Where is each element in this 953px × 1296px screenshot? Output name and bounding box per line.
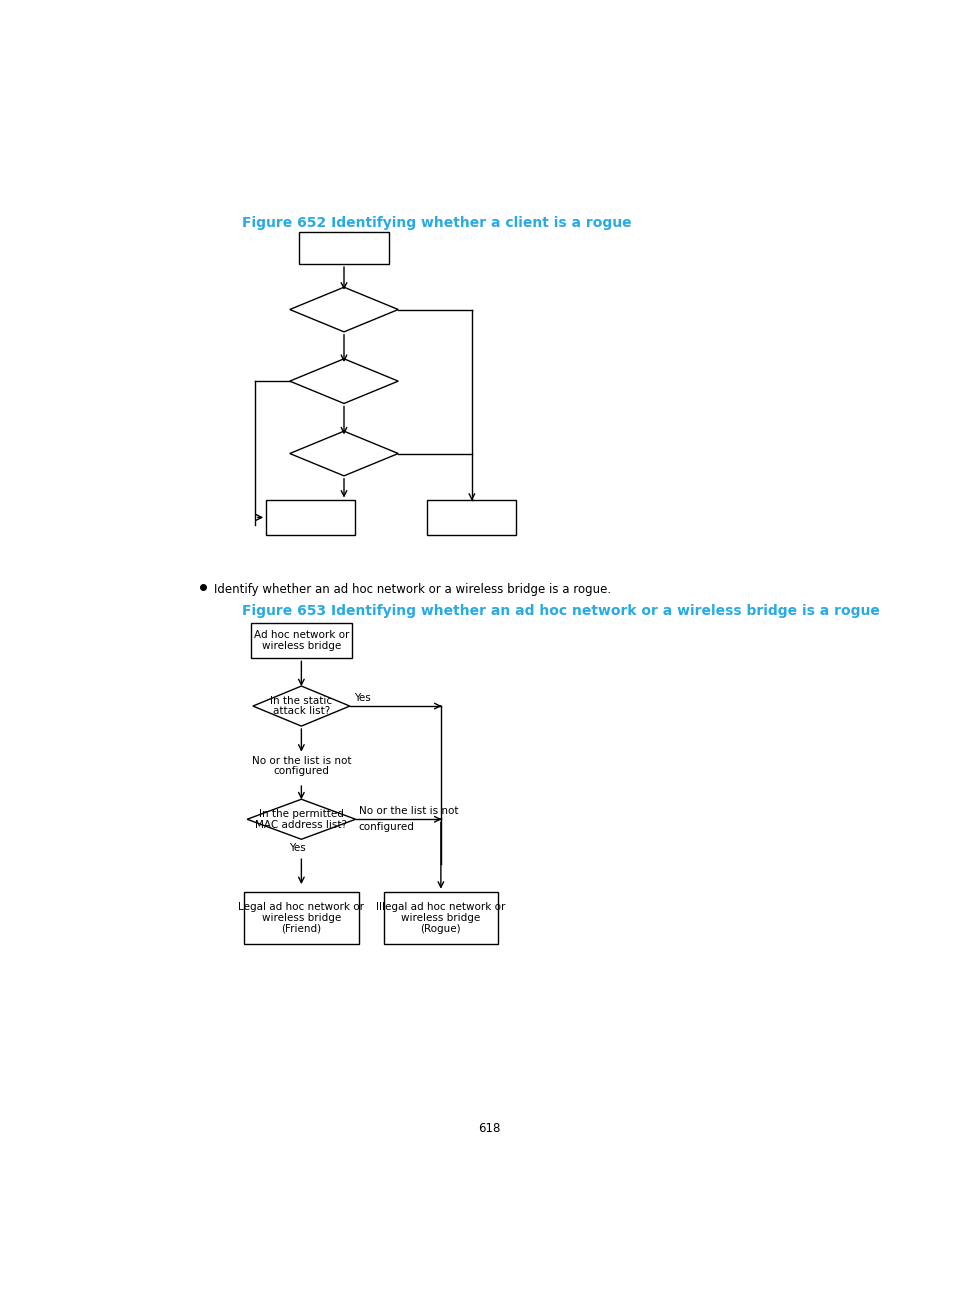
Text: Figure 653 Identifying whether an ad hoc network or a wireless bridge is a rogue: Figure 653 Identifying whether an ad hoc…: [241, 604, 879, 618]
Text: No or the list is not: No or the list is not: [358, 806, 457, 816]
Bar: [251, 623, 352, 658]
Bar: [383, 892, 497, 943]
Polygon shape: [290, 359, 397, 403]
Polygon shape: [253, 686, 350, 726]
Polygon shape: [290, 432, 397, 476]
Text: (Friend): (Friend): [281, 924, 321, 933]
Bar: [244, 892, 358, 943]
Bar: [427, 500, 516, 535]
Text: Illegal ad hoc network or: Illegal ad hoc network or: [375, 902, 505, 912]
Text: attack list?: attack list?: [273, 706, 330, 717]
Text: configured: configured: [274, 766, 329, 776]
Text: Legal ad hoc network or: Legal ad hoc network or: [238, 902, 364, 912]
Text: Identify whether an ad hoc network or a wireless bridge is a rogue.: Identify whether an ad hoc network or a …: [213, 583, 610, 596]
Text: wireless bridge: wireless bridge: [261, 912, 340, 923]
Text: In the permitted: In the permitted: [258, 809, 343, 819]
Text: Yes: Yes: [354, 693, 370, 702]
Text: No or the list is not: No or the list is not: [252, 756, 351, 766]
Text: wireless bridge: wireless bridge: [261, 642, 340, 651]
Text: configured: configured: [358, 822, 415, 832]
Text: Ad hoc network or: Ad hoc network or: [253, 630, 349, 640]
Text: MAC address list?: MAC address list?: [255, 819, 347, 829]
Text: Figure 652 Identifying whether a client is a rogue: Figure 652 Identifying whether a client …: [241, 215, 631, 229]
Text: In the static: In the static: [270, 696, 332, 706]
Bar: [266, 500, 355, 535]
Text: (Rogue): (Rogue): [420, 924, 460, 933]
Polygon shape: [247, 800, 355, 840]
Bar: [299, 232, 388, 264]
Text: Yes: Yes: [289, 844, 306, 853]
Text: wireless bridge: wireless bridge: [401, 912, 480, 923]
Text: 618: 618: [477, 1122, 499, 1135]
Polygon shape: [290, 288, 397, 332]
